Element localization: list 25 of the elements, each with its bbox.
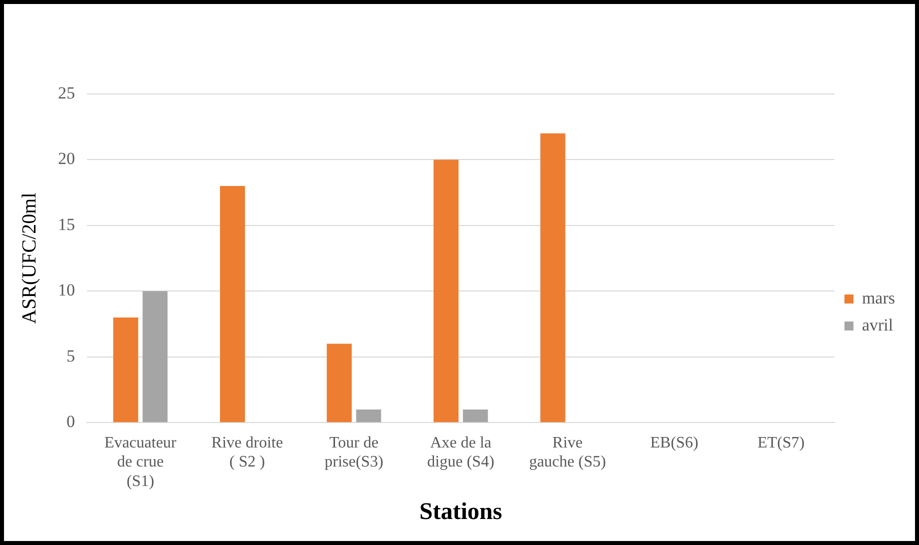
x-tick-label: Tour de prise(S3) xyxy=(324,434,384,471)
x-tick-label: Axe de la digue (S4) xyxy=(427,434,494,471)
bar xyxy=(434,160,459,422)
bar xyxy=(113,317,138,422)
bar xyxy=(356,409,382,422)
x-tick-label: Evacuateur de crue (S1) xyxy=(104,434,178,490)
y-tick-label: 20 xyxy=(58,149,75,168)
x-tick-label: EB(S6) xyxy=(650,434,698,452)
y-tick-label: 25 xyxy=(58,83,75,102)
y-tick-label: 10 xyxy=(58,280,75,300)
x-tick-label: Rive gauche (S5) xyxy=(529,434,606,471)
x-tick-label: ET(S7) xyxy=(758,434,805,452)
bar xyxy=(220,186,245,422)
bar xyxy=(142,291,168,422)
y-tick-label: 15 xyxy=(58,214,75,234)
legend-label: mars xyxy=(862,288,895,308)
y-tick-label: 0 xyxy=(66,412,75,432)
y-tick-label: 5 xyxy=(66,346,75,366)
y-axis-title: ASR(UFC/20ml xyxy=(18,192,40,324)
x-tick-label: Rive droite ( S2 ) xyxy=(211,434,283,471)
bar xyxy=(326,344,352,422)
legend-label: avril xyxy=(862,315,894,334)
bar xyxy=(540,133,566,422)
x-axis-title: Stations xyxy=(419,498,502,525)
bar xyxy=(462,409,488,422)
